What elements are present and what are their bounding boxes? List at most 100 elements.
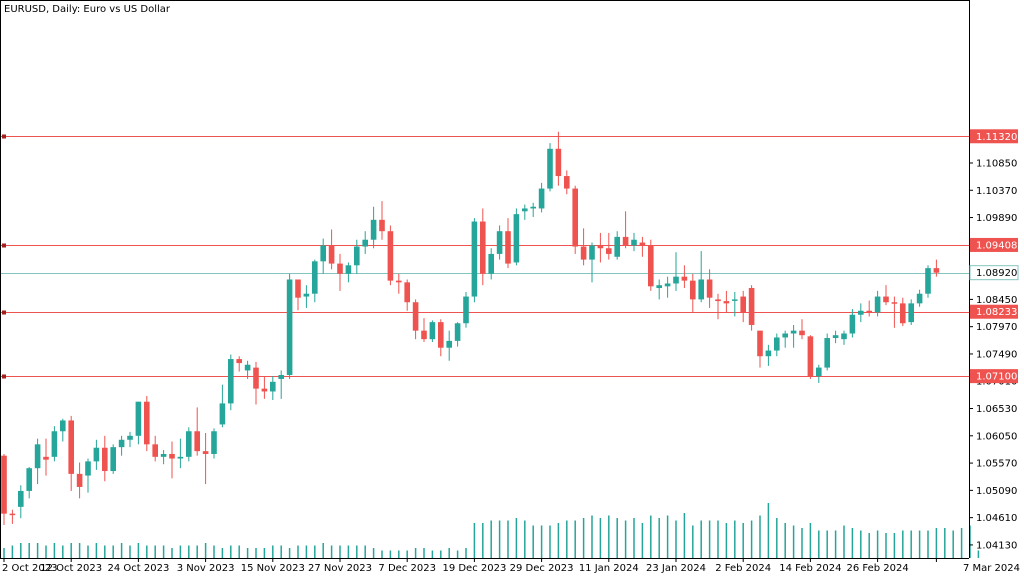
bull-candle-body bbox=[160, 453, 167, 457]
bull-candle-body bbox=[530, 206, 536, 209]
volume-bar bbox=[902, 530, 904, 558]
bear-candle-body bbox=[648, 245, 654, 287]
price-labels: 1.11320 1.09408 1.08233 1.07100 1.08920 bbox=[969, 129, 1019, 384]
bear-candle-body bbox=[9, 513, 16, 516]
x-tick-label: 24 Oct 2023 bbox=[107, 563, 169, 574]
bear-candle-body bbox=[404, 282, 410, 303]
bull-candle-body bbox=[790, 330, 797, 334]
level-anchor-marker[interactable] bbox=[2, 374, 6, 379]
bear-candle-body bbox=[597, 245, 604, 249]
volume-bar bbox=[944, 528, 946, 558]
bear-candle-body bbox=[639, 242, 646, 246]
bear-candle-body bbox=[572, 188, 578, 247]
bear-candle-body bbox=[933, 268, 940, 273]
level-price-label: 1.08233 bbox=[976, 307, 1017, 318]
x-tick-label: 2 Feb 2024 bbox=[715, 563, 771, 574]
bear-candle-body bbox=[144, 401, 150, 445]
volume-bar bbox=[960, 528, 963, 558]
volume-bar bbox=[45, 545, 47, 558]
bull-candle-body bbox=[774, 337, 780, 351]
bull-candle-body bbox=[312, 261, 318, 294]
bear-candle-body bbox=[337, 263, 343, 274]
bull-candle-body bbox=[211, 431, 217, 454]
bull-candle-body bbox=[345, 265, 352, 274]
volume-bar bbox=[213, 545, 215, 558]
bull-candle-body bbox=[782, 333, 788, 338]
bull-candle-body bbox=[925, 268, 931, 294]
level-price-box bbox=[970, 304, 1018, 319]
x-tick-label: 7 Dec 2023 bbox=[378, 563, 436, 574]
y-tick-label: 1.04130 bbox=[976, 540, 1017, 551]
bull-candle-body bbox=[698, 279, 704, 300]
volume-bar bbox=[154, 545, 156, 558]
bear-candle-body bbox=[748, 288, 755, 325]
bear-candle-body bbox=[412, 302, 419, 331]
bull-candle-body bbox=[858, 310, 864, 315]
bull-candle-body bbox=[118, 439, 125, 448]
level-price-label: 1.07100 bbox=[976, 372, 1017, 383]
level-anchor-marker[interactable] bbox=[2, 243, 6, 248]
volume-bar bbox=[389, 550, 392, 558]
bear-candle-body bbox=[480, 221, 486, 274]
bear-candle-body bbox=[740, 296, 746, 313]
bull-candle-body bbox=[664, 283, 671, 287]
bull-candle-body bbox=[303, 293, 310, 297]
volume-bar bbox=[230, 545, 232, 558]
bull-candle-body bbox=[908, 303, 914, 323]
volume-bar bbox=[498, 520, 501, 558]
x-tick-label: 12 Oct 2023 bbox=[40, 563, 102, 574]
volume-bar bbox=[734, 520, 736, 558]
level-anchor-marker[interactable] bbox=[2, 134, 6, 139]
bull-candle-body bbox=[522, 208, 528, 212]
volume-bar bbox=[725, 523, 728, 558]
volume-bar bbox=[532, 525, 534, 558]
bull-candle-body bbox=[538, 188, 545, 209]
volume-bar bbox=[683, 513, 686, 558]
volume-bar bbox=[129, 545, 131, 558]
chart-title: EURUSD, Daily: Euro vs US Dollar bbox=[4, 4, 171, 15]
level-anchor-marker[interactable] bbox=[2, 310, 6, 315]
volume-bar bbox=[742, 523, 744, 558]
volume-bar bbox=[927, 530, 929, 558]
volume-bar bbox=[700, 520, 702, 558]
bear-candle-body bbox=[622, 236, 629, 246]
bear-candle-body bbox=[438, 322, 444, 348]
volume-bar bbox=[708, 520, 711, 558]
bull-candle-body bbox=[135, 401, 142, 436]
bear-candle-body bbox=[723, 301, 730, 304]
bear-candle-body bbox=[799, 330, 805, 336]
bear-candle-body bbox=[253, 367, 259, 389]
level-price-label: 1.09408 bbox=[976, 240, 1017, 251]
bear-candle-body bbox=[379, 219, 385, 232]
volume-bar bbox=[582, 518, 585, 558]
y-tick-label: 1.05570 bbox=[976, 459, 1017, 470]
bull-candle-body bbox=[228, 359, 234, 404]
bull-candle-body bbox=[85, 461, 91, 476]
bull-candle-body bbox=[832, 335, 839, 339]
bull-candle-body bbox=[454, 323, 461, 341]
volume-bar bbox=[759, 515, 761, 558]
volume-bar bbox=[137, 543, 140, 558]
x-tick-label: 23 Jan 2024 bbox=[646, 563, 706, 574]
bull-candle-body bbox=[177, 456, 184, 459]
volume-bar bbox=[818, 530, 820, 558]
y-tick-label: 1.07490 bbox=[976, 349, 1017, 360]
volume-bar bbox=[885, 533, 887, 558]
y-tick-label: 1.05090 bbox=[976, 486, 1017, 497]
volume-bar bbox=[809, 523, 812, 558]
volume-bar bbox=[776, 518, 778, 558]
bear-candle-body bbox=[194, 431, 200, 452]
volume-bar bbox=[431, 550, 434, 558]
bear-candle-body bbox=[1, 455, 7, 514]
bull-candle-body bbox=[589, 245, 595, 260]
volume-bar bbox=[381, 550, 383, 558]
bear-candle-body bbox=[681, 276, 688, 281]
volume-bar bbox=[78, 543, 81, 558]
volume-bar bbox=[616, 518, 618, 558]
x-tick-label: 27 Nov 2023 bbox=[308, 563, 372, 574]
volume-bar bbox=[448, 548, 450, 558]
y-tick-label: 1.07970 bbox=[976, 322, 1017, 333]
volume-bar bbox=[255, 548, 257, 558]
